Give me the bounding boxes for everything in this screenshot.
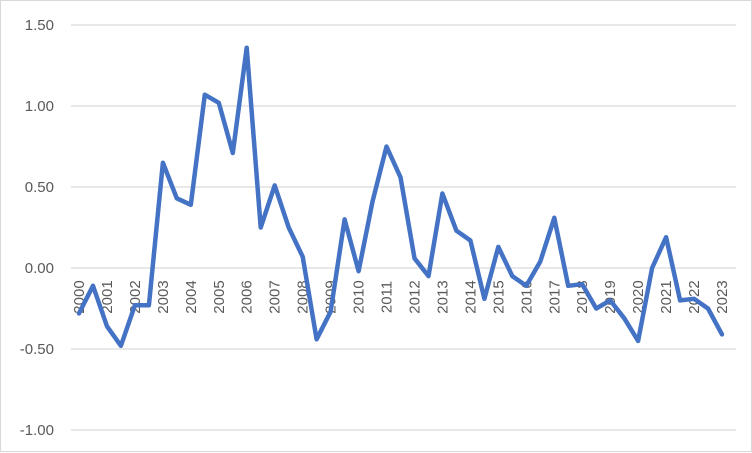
x-tick-label: 2011 bbox=[379, 281, 396, 313]
x-tick-label: 2021 bbox=[658, 280, 675, 313]
x-tick-label: 2007 bbox=[267, 280, 284, 313]
x-tick-label: 2013 bbox=[434, 280, 451, 313]
x-tick-label: 2014 bbox=[462, 280, 479, 313]
x-tick-label: 2005 bbox=[211, 280, 228, 313]
y-tick-label: 0.00 bbox=[25, 260, 54, 277]
x-tick-label: 2010 bbox=[351, 280, 368, 313]
x-tick-label: 2015 bbox=[490, 280, 507, 313]
y-tick-label: 0.50 bbox=[25, 179, 54, 196]
series-line bbox=[79, 48, 722, 346]
x-tick-label: 2004 bbox=[183, 280, 200, 313]
y-tick-label: 1.50 bbox=[25, 17, 54, 34]
x-tick-label: 2006 bbox=[239, 280, 256, 313]
y-tick-label: -1.00 bbox=[20, 422, 54, 439]
x-tick-label: 2012 bbox=[406, 280, 423, 313]
x-tick-label: 2023 bbox=[714, 280, 731, 313]
x-tick-label: 2017 bbox=[546, 280, 563, 313]
x-tick-label: 2003 bbox=[155, 280, 172, 313]
y-tick-label: -0.50 bbox=[20, 341, 54, 358]
y-tick-label: 1.00 bbox=[25, 98, 54, 115]
